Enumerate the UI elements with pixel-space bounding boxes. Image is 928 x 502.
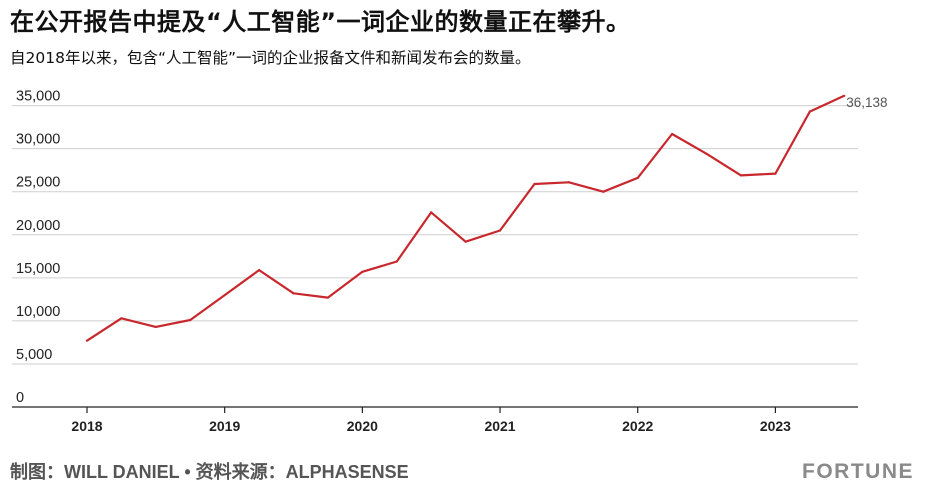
data-point: [739, 174, 743, 177]
data-point: [120, 317, 123, 320]
data-point: [636, 176, 639, 180]
y-tick-label: 35,000: [16, 89, 60, 105]
data-point: [85, 339, 89, 342]
data-point: [498, 229, 502, 232]
data-point: [395, 260, 398, 263]
data-point: [774, 172, 777, 175]
data-point: [189, 318, 192, 322]
x-tick-label: 2020: [347, 418, 378, 434]
data-labels: 36,138: [846, 95, 887, 110]
chart-title: 在公开报告中提及“人工智能”一词企业的数量正在攀升。: [10, 8, 631, 36]
x-tick-label: 2022: [622, 418, 653, 434]
y-tick-label: 25,000: [16, 175, 60, 191]
y-tick-label: 5,000: [16, 347, 52, 363]
x-tick-label: 2021: [484, 418, 515, 434]
series-line: [86, 94, 845, 342]
y-axis-tick-labels: 0 5,000 10,000 15,000 20,000 25,000 30,000 35,0…: [16, 89, 60, 406]
data-point: [705, 152, 708, 155]
y-tick-label: 0: [16, 390, 24, 406]
data-point: [533, 182, 536, 186]
data-point: [257, 268, 261, 272]
data-point: [326, 296, 330, 299]
end-value-label: 36,138: [846, 95, 887, 110]
chart-subtitle: 自2018年以来，包含“人工智能”一词的企业报备文件和新闻发布会的数量。: [10, 49, 531, 67]
data-point: [361, 270, 364, 273]
data-point: [154, 325, 157, 329]
x-tick-label: 2018: [71, 418, 102, 434]
series: [85, 94, 846, 342]
y-tick-label: 15,000: [16, 261, 60, 277]
data-point: [430, 211, 433, 214]
data-point: [292, 292, 295, 295]
gridlines: [12, 105, 858, 365]
x-axis-tick-labels: 2018 2019 2020 2021 2022 2023: [71, 407, 791, 434]
data-point: [671, 132, 674, 136]
y-tick-label: 20,000: [16, 218, 60, 234]
data-point: [223, 293, 226, 297]
data-point: [464, 240, 467, 243]
y-tick-label: 30,000: [16, 132, 60, 148]
chart-credit: 制图：WILL DANIEL • 资料来源：ALPHASENSE: [10, 462, 409, 482]
data-point: [843, 94, 846, 97]
x-tick-label: 2019: [209, 418, 240, 434]
data-point: [808, 110, 811, 113]
data-point: [602, 190, 605, 193]
data-point: [567, 181, 570, 184]
x-tick-label: 2023: [760, 418, 791, 434]
fortune-logo: FORTUNE: [802, 460, 914, 483]
y-tick-label: 10,000: [16, 304, 60, 320]
